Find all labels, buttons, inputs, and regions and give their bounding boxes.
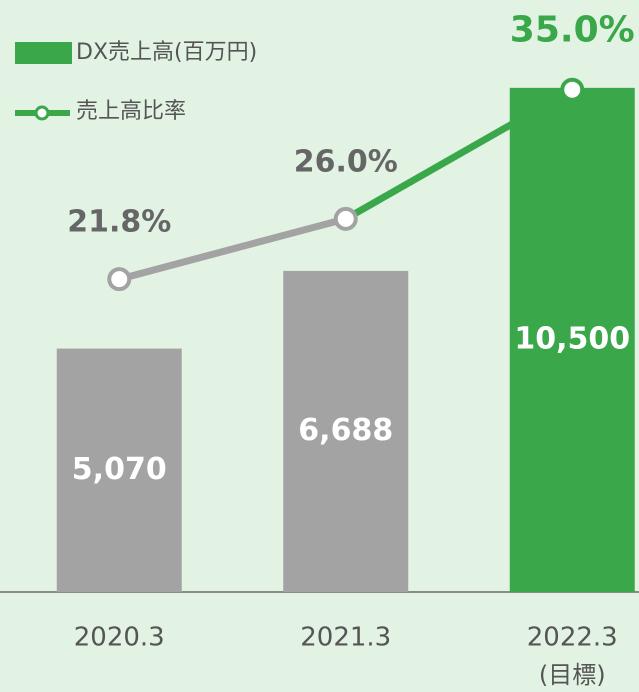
bar-value-label: 6,688 <box>298 413 393 448</box>
legend-swatch-point <box>34 105 50 121</box>
x-tick-label: 2022.3 <box>527 623 618 653</box>
bar-value-label: 10,500 <box>514 321 630 356</box>
line-segment <box>118 215 347 283</box>
line-value-label: 35.0% <box>510 10 635 51</box>
line-value-label: 26.0% <box>294 144 398 179</box>
bar <box>56 348 182 592</box>
line-point <box>333 206 358 231</box>
legend-swatch-bar <box>15 42 72 64</box>
x-tick-note: (目標) <box>539 661 606 689</box>
x-tick-label: 2020.3 <box>74 623 165 653</box>
bar-value-label: 5,070 <box>72 452 167 487</box>
legend-label: 売上高比率 <box>76 99 186 124</box>
line-point <box>107 267 132 292</box>
line-point <box>560 77 585 102</box>
x-tick-label: 2021.3 <box>300 623 391 653</box>
bar <box>509 87 635 593</box>
bar <box>283 270 409 592</box>
line-value-label: 21.8% <box>67 205 171 240</box>
legend-label: DX売上高(百万円) <box>76 40 257 65</box>
line-segment <box>344 86 574 222</box>
